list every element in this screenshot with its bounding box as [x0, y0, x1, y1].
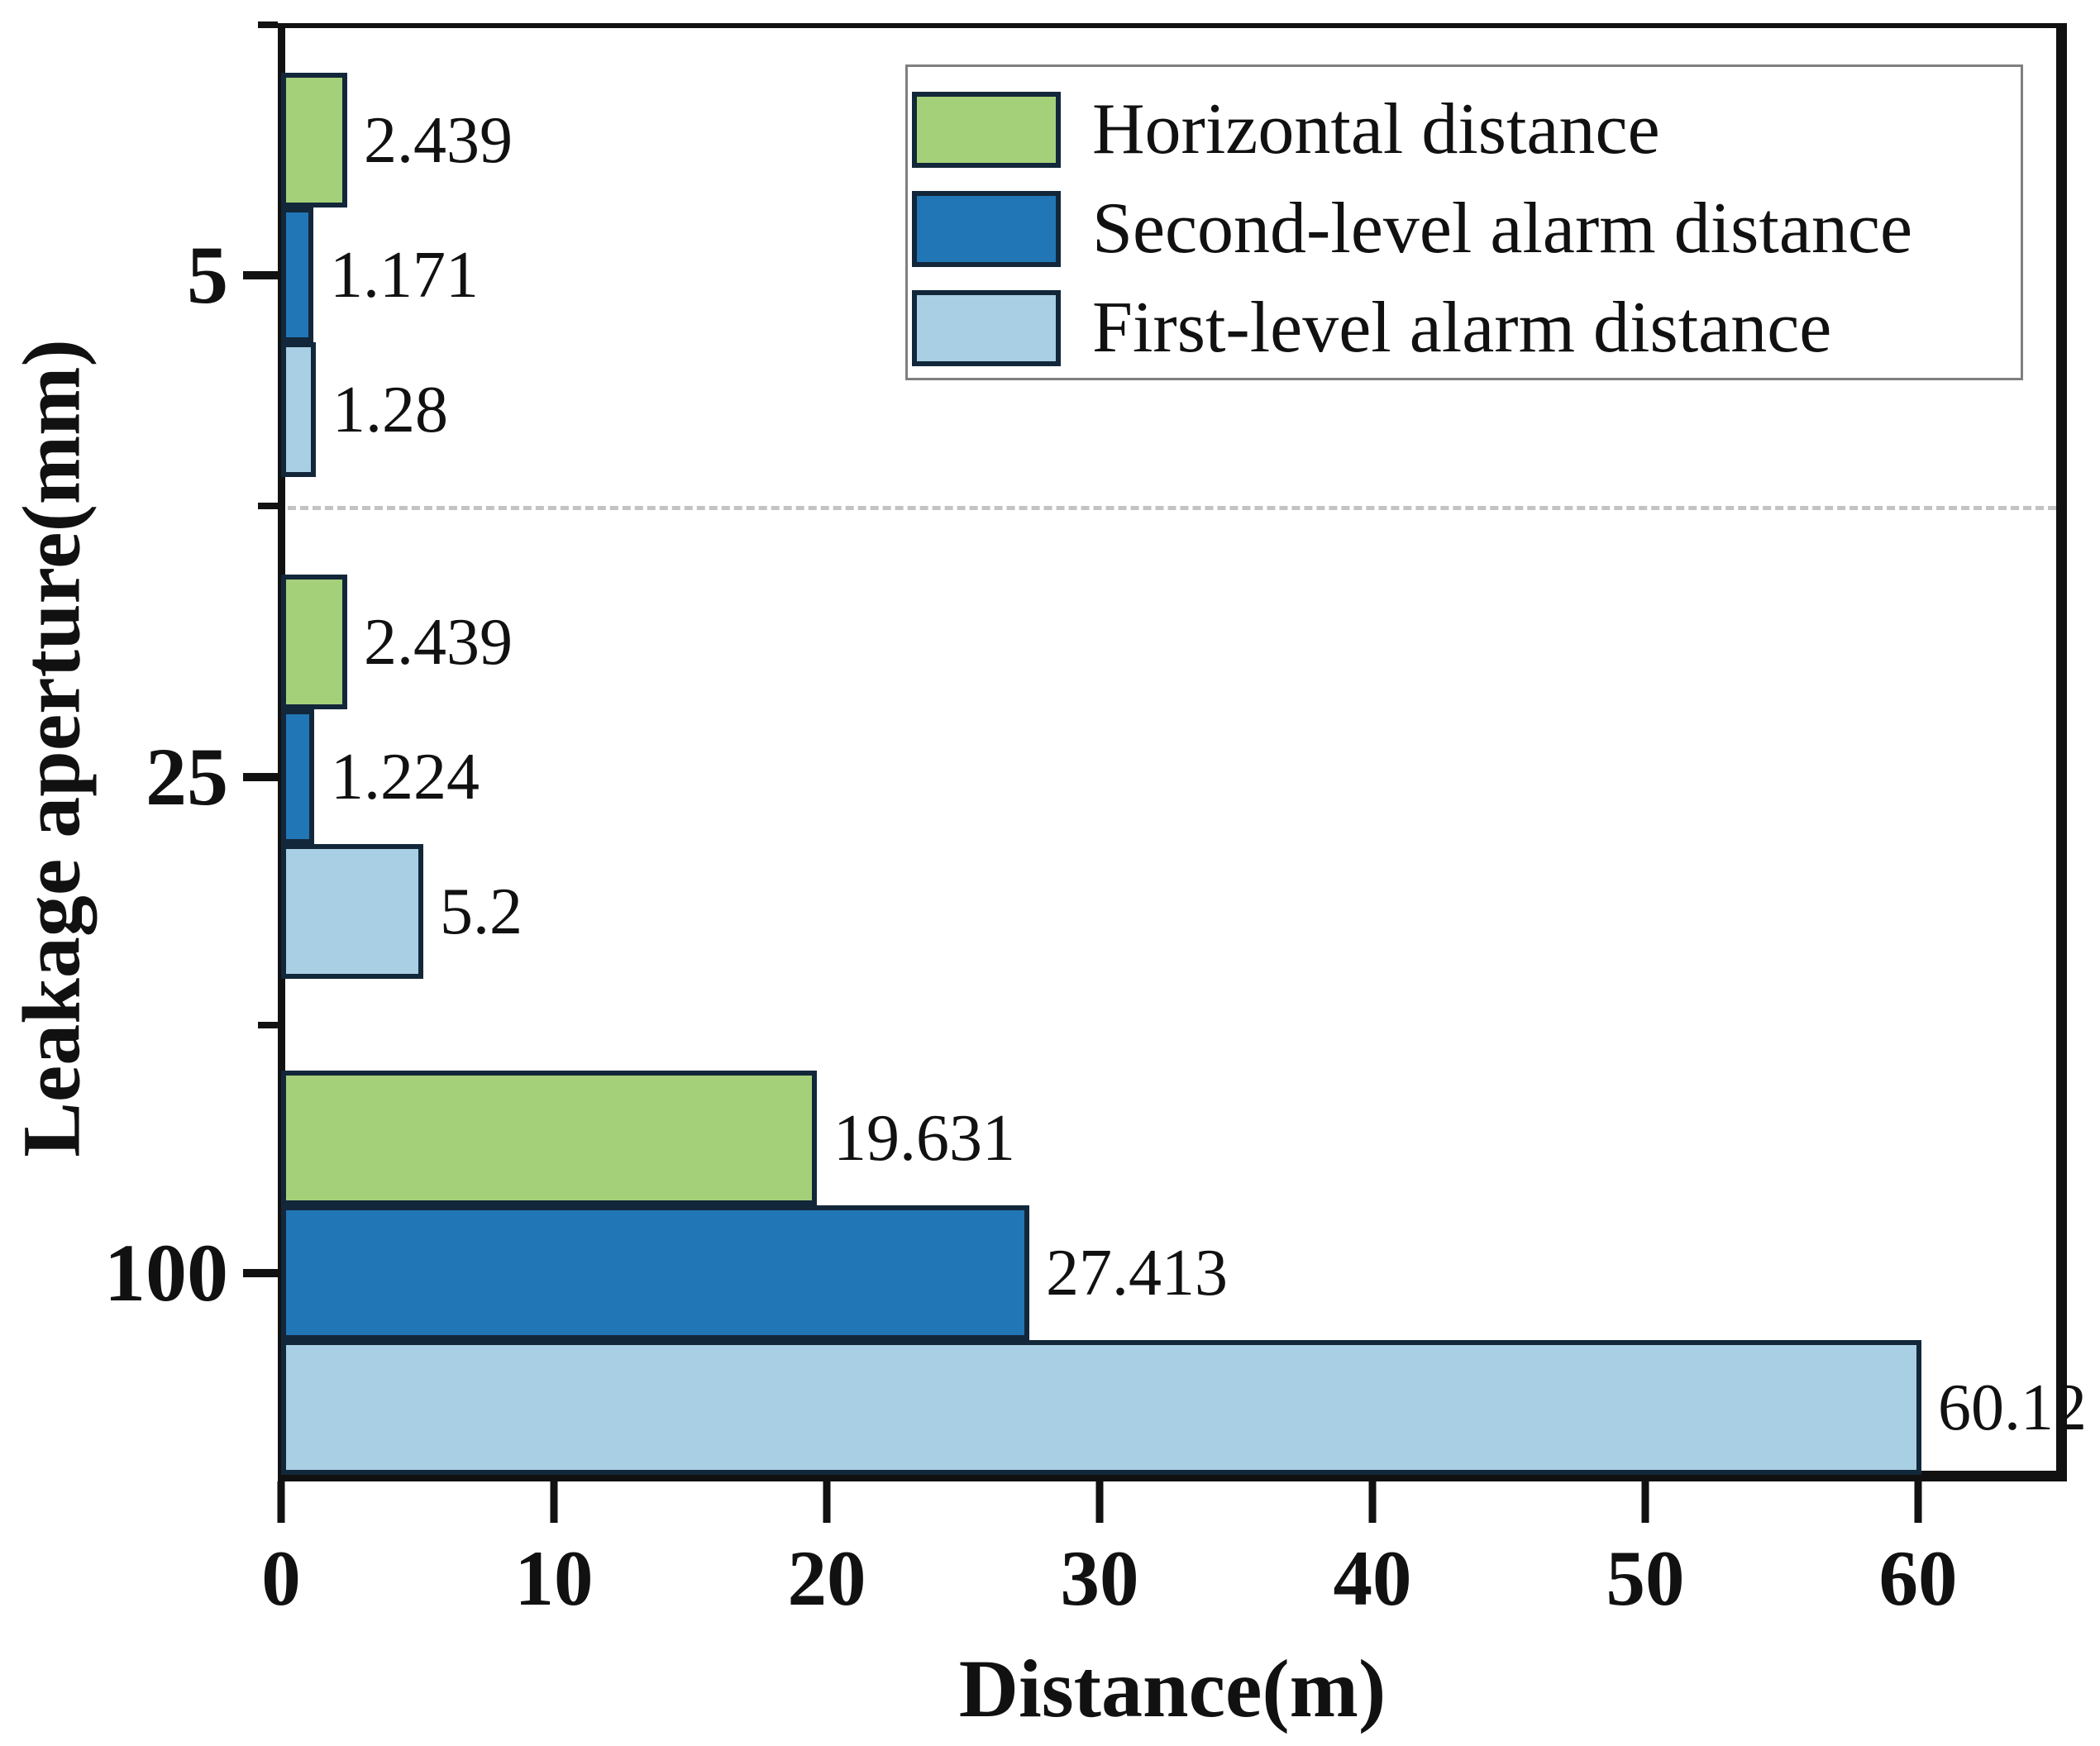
x-axis-title: Distance(m) — [958, 1643, 1386, 1734]
x-tick-0 — [277, 1481, 285, 1523]
y-axis-title: Leakage aperture(mm) — [5, 339, 98, 1157]
group-separator-line — [288, 506, 2056, 510]
legend-swatch-first-level-alarm-distance — [912, 290, 1061, 366]
x-tick-30 — [1095, 1481, 1104, 1523]
x-tick-label-60: 60 — [1878, 1534, 1958, 1622]
legend-label: First-level alarm distance — [1092, 288, 1832, 368]
x-tick-label-10: 10 — [514, 1534, 594, 1622]
legend-label: Second-level alarm distance — [1092, 188, 1913, 269]
legend-row: Second-level alarm distance — [908, 179, 2021, 279]
x-tick-10 — [550, 1481, 558, 1523]
legend: Horizontal distance Second-level alarm d… — [905, 64, 2023, 380]
bar-first-level-alarm-distance-100 — [281, 1340, 1921, 1475]
bar-second-level-alarm-distance-25 — [281, 709, 314, 844]
x-tick-label-20: 20 — [787, 1534, 866, 1622]
y-minor-tick-2 — [258, 1022, 278, 1028]
legend-swatch-second-level-alarm-distance — [912, 191, 1061, 267]
y-tick-label-25: 25 — [146, 730, 228, 823]
x-tick-40 — [1368, 1481, 1377, 1523]
y-tick-label-100: 100 — [104, 1226, 228, 1319]
bar-second-level-alarm-distance-100 — [281, 1205, 1029, 1340]
value-label-first-level-alarm-distance-25: 5.2 — [440, 875, 523, 948]
value-label-horizontal-distance-100: 19.631 — [833, 1101, 1015, 1175]
value-label-second-level-alarm-distance-25: 1.224 — [331, 740, 480, 813]
bar-horizontal-distance-5 — [281, 73, 347, 208]
legend-swatch-horizontal-distance — [912, 92, 1061, 168]
value-label-first-level-alarm-distance-100: 60.12 — [1938, 1371, 2087, 1444]
y-minor-tick-0 — [258, 21, 278, 28]
y-tick-25 — [243, 772, 278, 781]
x-tick-label-30: 30 — [1060, 1534, 1139, 1622]
x-tick-20 — [823, 1481, 831, 1523]
value-label-horizontal-distance-5: 2.439 — [364, 103, 513, 177]
value-label-second-level-alarm-distance-5: 1.171 — [330, 238, 479, 312]
bar-second-level-alarm-distance-5 — [281, 208, 313, 342]
bar-horizontal-distance-25 — [281, 575, 347, 709]
x-tick-60 — [1914, 1481, 1922, 1523]
value-label-horizontal-distance-25: 2.439 — [364, 605, 513, 679]
y-tick-5 — [243, 270, 278, 279]
bar-horizontal-distance-100 — [281, 1071, 817, 1205]
legend-row: Horizontal distance — [908, 80, 2021, 179]
x-tick-50 — [1641, 1481, 1649, 1523]
y-tick-label-5: 5 — [187, 228, 228, 321]
legend-label: Horizontal distance — [1092, 89, 1660, 169]
x-tick-label-50: 50 — [1606, 1534, 1685, 1622]
y-minor-tick-1 — [258, 503, 278, 509]
value-label-first-level-alarm-distance-5: 1.28 — [332, 373, 448, 446]
x-tick-label-40: 40 — [1333, 1534, 1412, 1622]
x-tick-label-0: 0 — [261, 1534, 301, 1622]
bar-first-level-alarm-distance-25 — [281, 844, 423, 979]
y-tick-100 — [243, 1268, 278, 1277]
bar-first-level-alarm-distance-5 — [281, 342, 316, 477]
legend-row: First-level alarm distance — [908, 279, 2021, 378]
value-label-second-level-alarm-distance-100: 27.413 — [1046, 1236, 1228, 1310]
